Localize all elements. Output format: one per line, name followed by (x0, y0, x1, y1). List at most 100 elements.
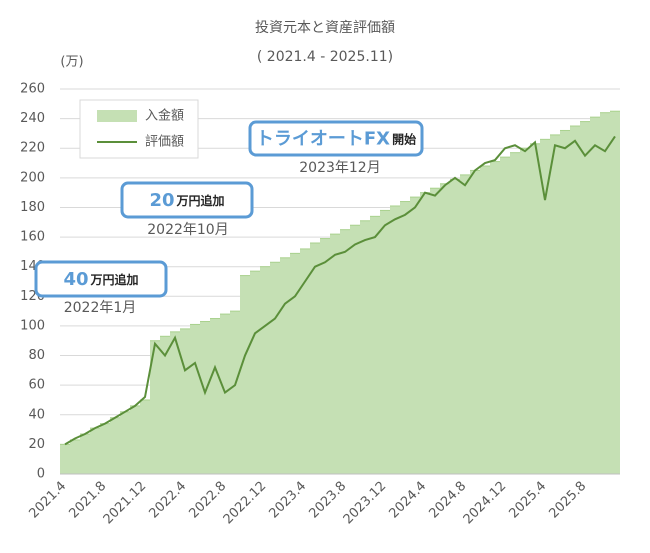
deposit-area (490, 161, 500, 475)
callout-text: 40 万円追加 (63, 269, 138, 290)
deposit-area (350, 225, 360, 474)
legend-label: 評価額 (145, 135, 184, 150)
deposit-area (440, 183, 450, 474)
deposit-area (600, 112, 610, 474)
deposit-area (380, 210, 390, 474)
y-tick-label: 180 (20, 200, 45, 215)
deposit-area (320, 238, 330, 474)
x-tick-label: 2024.4 (387, 479, 430, 522)
callout-date: 2022年1月 (64, 300, 137, 316)
y-tick-label: 240 (20, 111, 45, 126)
chart-title: 投資元本と資産評価額 (255, 20, 395, 36)
deposit-area (580, 121, 590, 475)
deposit-area (550, 134, 560, 474)
callout: トライオートFX 開始 (248, 120, 424, 157)
deposit-area (200, 321, 210, 474)
callout-box (120, 181, 254, 219)
deposit-area (130, 405, 140, 474)
deposit-area (530, 143, 540, 475)
deposit-area (240, 275, 250, 474)
y-tick-label: 100 (20, 318, 45, 333)
callout-date: 2023年12月 (299, 160, 380, 176)
deposit-area (470, 170, 480, 474)
callout-date: 2022年10月 (147, 222, 228, 238)
deposit-area (510, 152, 520, 474)
deposit-area (60, 444, 70, 474)
x-tick-label: 2023.4 (267, 479, 310, 522)
callout-box (34, 260, 168, 298)
x-tick-label: 2021.4 (27, 479, 70, 522)
deposit-area (120, 411, 130, 474)
valuation-line (64, 135, 616, 446)
y-tick-label: 200 (20, 170, 45, 185)
deposit-area (110, 417, 120, 474)
chart-subtitle: ( 2021.4 - 2025.11) (257, 49, 393, 65)
deposit-area (210, 318, 220, 474)
deposit-area (540, 139, 550, 474)
x-tick-label: 2021.12 (101, 479, 150, 528)
callout-note: 万円追加 (90, 272, 139, 287)
callout-text: トライオートFX 開始 (256, 129, 416, 150)
deposit-area (460, 174, 470, 474)
legend-swatch (97, 110, 137, 122)
y-unit: (万) (60, 55, 83, 70)
deposit-area (220, 314, 230, 474)
callout-highlight: 40 (63, 269, 88, 290)
deposit-area (160, 336, 170, 474)
deposit-area (70, 439, 80, 474)
y-tick-label: 60 (28, 378, 45, 393)
legend-label: 入金額 (145, 108, 184, 124)
y-tick-label: 0 (37, 467, 45, 482)
x-tick-label: 2022.12 (221, 479, 270, 528)
deposit-area (410, 197, 420, 474)
y-tick-label: 20 (28, 437, 45, 452)
callout-text: 20 万円追加 (149, 190, 224, 211)
x-tick-label: 2022.4 (147, 479, 190, 522)
legend-box (79, 99, 199, 159)
deposit-area (230, 311, 240, 474)
deposit-area (340, 229, 350, 474)
x-tick-label: 2025.4 (507, 479, 550, 522)
callout-note: 万円追加 (176, 193, 225, 208)
deposit-area (370, 216, 380, 474)
deposit-area (290, 253, 300, 474)
deposit-area (330, 234, 340, 474)
deposit-area (400, 201, 410, 475)
x-tick-label: 2024.12 (461, 479, 510, 528)
deposit-area (560, 130, 570, 474)
deposit-area (190, 324, 200, 474)
callout-highlight: トライオートFX (256, 129, 390, 150)
deposit-area (90, 428, 100, 474)
deposit-area (390, 205, 400, 474)
callout-box (248, 120, 424, 157)
y-tick-label: 40 (28, 407, 45, 422)
deposit-area (280, 257, 290, 474)
y-tick-label: 160 (20, 230, 45, 245)
deposit-area (480, 166, 490, 474)
callout-highlight: 20 (149, 190, 174, 211)
deposit-area (270, 262, 280, 474)
deposit-area (80, 434, 90, 474)
deposit-area (300, 248, 310, 474)
deposit-area (420, 192, 430, 474)
y-tick-label: 80 (28, 348, 45, 363)
deposit-area (570, 126, 580, 475)
y-tick-label: 260 (20, 82, 45, 97)
deposit-area (250, 271, 260, 474)
callout: 20 万円追加 (120, 181, 254, 219)
deposit-area (610, 111, 620, 474)
deposit-area (450, 179, 460, 475)
deposit-area (310, 243, 320, 474)
deposit-area (520, 148, 530, 474)
callout: 40 万円追加 (34, 260, 168, 298)
callout-note: 開始 (392, 131, 416, 146)
deposit-area (140, 399, 150, 474)
x-tick-label: 2025.8 (547, 479, 590, 522)
deposit-area (360, 220, 370, 474)
deposit-area (260, 266, 270, 474)
deposit-area (180, 328, 190, 474)
y-tick-label: 220 (20, 141, 45, 156)
x-tick-label: 2023.12 (341, 479, 390, 528)
